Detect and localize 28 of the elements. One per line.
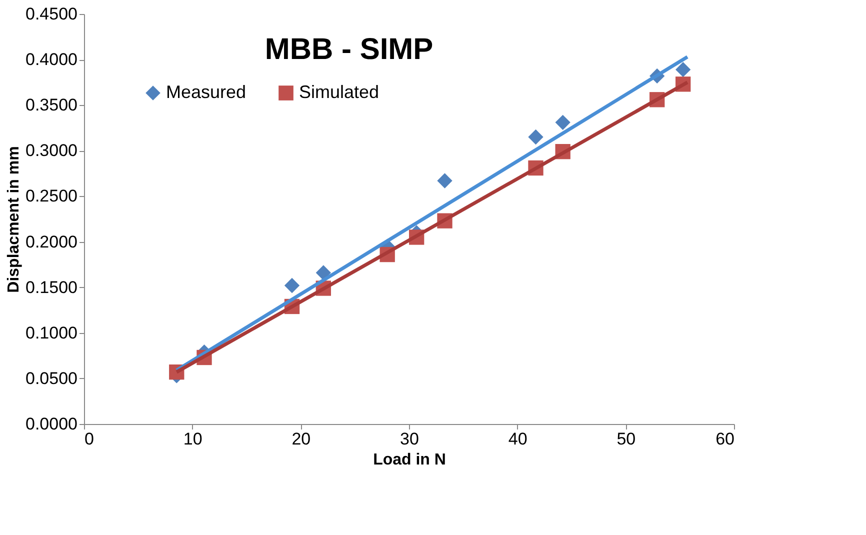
legend-label: Simulated	[299, 82, 380, 102]
text: MBB - SIMP	[264, 33, 434, 66]
x-tick-label: 10	[183, 430, 202, 448]
point	[528, 129, 544, 145]
point	[676, 62, 691, 78]
y-axis-title: Displacment in mm	[6, 146, 23, 293]
x-tick-label: 60	[716, 430, 734, 448]
x-tick-label: 50	[616, 430, 636, 448]
y-tick-label: 0.0500	[26, 368, 78, 388]
point	[555, 114, 570, 130]
y-tick-label: 0.0000	[26, 414, 78, 434]
y-tick-label: 0.2000	[26, 232, 78, 252]
y-tick-label: 0.1500	[26, 278, 78, 297]
x-tick-label: 30	[400, 430, 419, 448]
y-tick-label: 0.3000	[26, 141, 78, 160]
y-tick-label: 0.1000	[26, 323, 78, 342]
y-tick-label: 0.4000	[26, 50, 78, 70]
x-axis-title: Load in N	[373, 452, 446, 468]
y-tick-label: 0.4500	[26, 4, 78, 24]
x-tick-label: 40	[508, 430, 528, 448]
x-tick-label: 0	[84, 430, 94, 448]
y-tick-label: 0.3500	[26, 96, 78, 115]
point	[316, 265, 331, 280]
point	[437, 173, 452, 188]
legend-label: Measured	[166, 82, 246, 102]
point	[284, 278, 300, 294]
x-tick-label: 20	[292, 430, 311, 448]
y-tick-label: 0.2500	[26, 186, 78, 206]
